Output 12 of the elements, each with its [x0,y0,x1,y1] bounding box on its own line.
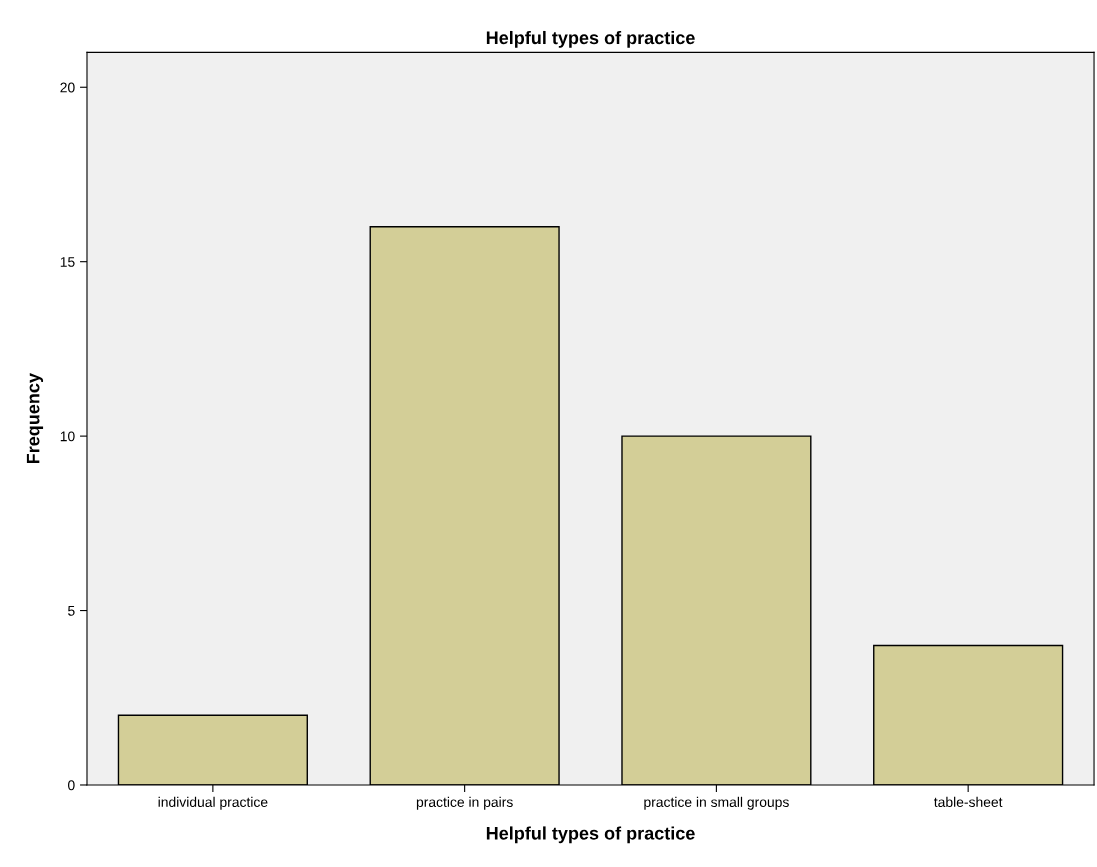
x-tick-label: practice in pairs [416,796,513,810]
x-tick-label: individual practice [158,796,268,810]
x-tick-label: practice in small groups [644,796,789,810]
y-tick-label: 0 [68,780,75,791]
y-tick-label: 10 [60,431,75,442]
y-tick-label: 20 [60,82,75,93]
y-tick-label: 5 [68,606,75,616]
x-axis-title: Helpful types of practice [486,826,695,844]
chart-title: Helpful types of practice [486,30,695,48]
y-tick-label: 15 [60,257,75,267]
y-axis-title: Frequency [26,373,44,464]
x-tick-label: table-sheet [934,796,1003,807]
